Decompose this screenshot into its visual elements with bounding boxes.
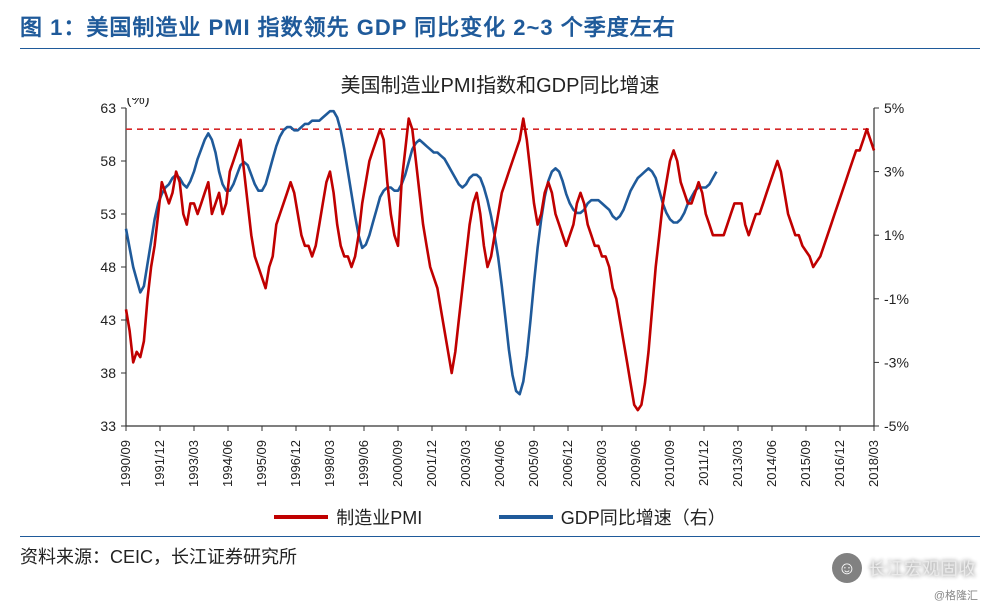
legend-label-pmi: 制造业PMI [336, 504, 422, 530]
svg-text:58: 58 [100, 153, 116, 169]
svg-text:33: 33 [100, 418, 116, 434]
svg-text:1993/03: 1993/03 [186, 440, 201, 487]
source-rule [20, 536, 980, 537]
legend-swatch-gdp [499, 515, 553, 519]
svg-text:1995/09: 1995/09 [254, 440, 269, 487]
legend-swatch-pmi [274, 515, 328, 519]
svg-text:2008/03: 2008/03 [594, 440, 609, 487]
svg-text:-5%: -5% [884, 418, 909, 434]
svg-text:43: 43 [100, 312, 116, 328]
watermark-icon: ☺ [832, 553, 862, 583]
svg-text:2013/03: 2013/03 [730, 440, 745, 487]
svg-text:2009/06: 2009/06 [628, 440, 643, 487]
svg-text:1999/06: 1999/06 [356, 440, 371, 487]
svg-text:(%): (%) [126, 98, 149, 108]
figure-container: 图 1：美国制造业 PMI 指数领先 GDP 同比变化 2~3 个季度左右 美国… [0, 0, 1000, 609]
legend: 制造业PMI GDP同比增速（右） [20, 504, 980, 530]
svg-text:2014/06: 2014/06 [764, 440, 779, 487]
chart-title: 美国制造业PMI指数和GDP同比增速 [20, 69, 980, 98]
legend-label-gdp: GDP同比增速（右） [561, 504, 726, 530]
svg-text:-3%: -3% [884, 354, 909, 370]
title-row: 图 1：美国制造业 PMI 指数领先 GDP 同比变化 2~3 个季度左右 [20, 10, 980, 49]
svg-text:-1%: -1% [884, 291, 909, 307]
svg-text:1996/12: 1996/12 [288, 440, 303, 487]
svg-text:2000/09: 2000/09 [390, 440, 405, 487]
legend-item-gdp: GDP同比增速（右） [499, 504, 726, 530]
svg-text:48: 48 [100, 259, 116, 275]
svg-text:1990/09: 1990/09 [118, 440, 133, 487]
legend-item-pmi: 制造业PMI [274, 504, 422, 530]
watermark-text: 长江宏观固收 [868, 555, 976, 581]
svg-text:1991/12: 1991/12 [152, 440, 167, 487]
svg-text:2011/12: 2011/12 [696, 440, 711, 486]
svg-text:53: 53 [100, 206, 116, 222]
watermark: ☺ 长江宏观固收 [832, 553, 976, 583]
svg-text:2005/09: 2005/09 [526, 440, 541, 487]
svg-text:2001/12: 2001/12 [424, 440, 439, 487]
svg-text:2006/12: 2006/12 [560, 440, 575, 487]
attribution: @格隆汇 [934, 587, 978, 603]
svg-text:3%: 3% [884, 164, 904, 180]
svg-text:1998/03: 1998/03 [322, 440, 337, 487]
figure-title: 图 1：美国制造业 PMI 指数领先 GDP 同比变化 2~3 个季度左右 [20, 10, 676, 42]
svg-text:2018/03: 2018/03 [866, 440, 881, 487]
svg-text:2003/03: 2003/03 [458, 440, 473, 487]
svg-text:2010/09: 2010/09 [662, 440, 677, 487]
svg-text:2015/09: 2015/09 [798, 440, 813, 487]
svg-text:2016/12: 2016/12 [832, 440, 847, 487]
svg-text:2004/06: 2004/06 [492, 440, 507, 487]
svg-text:1%: 1% [884, 227, 904, 243]
svg-text:5%: 5% [884, 100, 904, 116]
svg-text:38: 38 [100, 365, 116, 381]
chart-area: 33 38 43 48 53 58 63 (%) -5% -3% -1% 1% 3% 5% 1990/09 1… [60, 98, 940, 498]
svg-text:63: 63 [100, 100, 116, 116]
dual-axis-line-chart: 33 38 43 48 53 58 63 (%) -5% -3% -1% 1% 3% 5% 1990/09 1… [60, 98, 940, 498]
svg-text:1994/06: 1994/06 [220, 440, 235, 487]
